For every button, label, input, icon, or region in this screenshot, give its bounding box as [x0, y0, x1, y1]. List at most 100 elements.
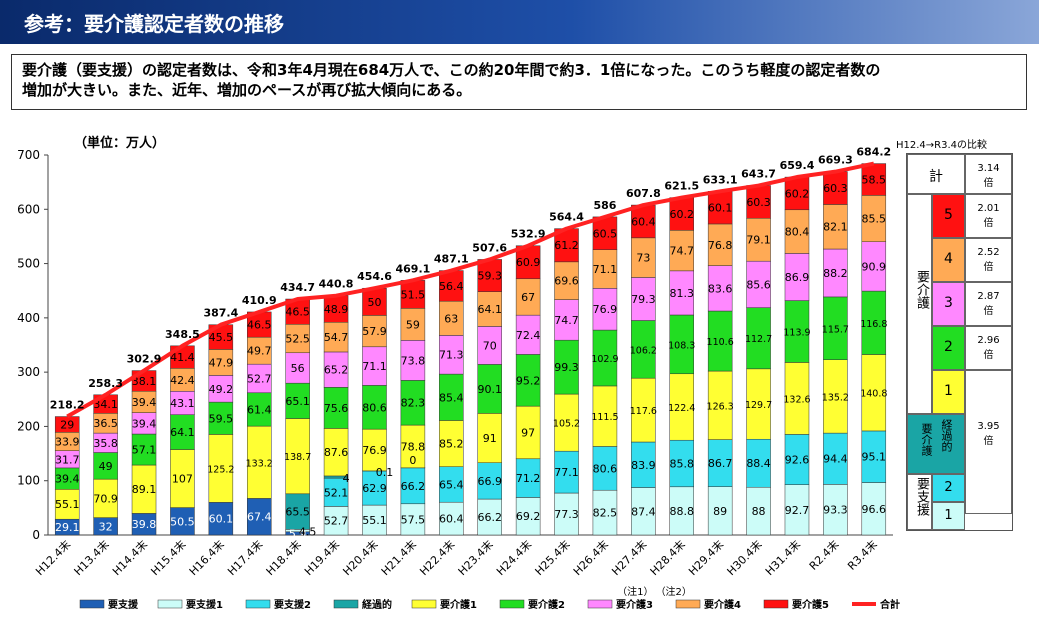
bar-segment: [247, 363, 272, 394]
data-label: 46.5: [285, 306, 310, 319]
bar-segment: [362, 315, 387, 348]
data-label: 72.4: [516, 329, 541, 342]
data-label: 66.9: [477, 475, 502, 488]
footnote-label: （注1）: [617, 585, 653, 598]
data-label: 113.9: [783, 328, 810, 339]
data-label: 45.5: [209, 331, 234, 344]
data-label: 54.7: [324, 331, 349, 344]
bar-segment: [323, 428, 349, 477]
data-label: 41.4: [170, 351, 195, 364]
data-label: 105.2: [553, 419, 580, 430]
data-label: 75.6: [324, 402, 349, 415]
bar-segment: [515, 314, 541, 355]
data-label: 62.9: [362, 482, 387, 495]
data-label: 32: [99, 520, 113, 533]
cmp-level-label: 2: [944, 339, 953, 355]
data-label: 70.9: [93, 492, 118, 505]
data-label: 135.2: [822, 392, 849, 403]
data-label: 96.6: [862, 503, 887, 516]
legend-label: 要支援1: [186, 598, 223, 611]
data-label: 129.7: [745, 400, 772, 411]
data-label: 60.2: [670, 208, 695, 221]
bar-segment: [439, 501, 464, 536]
data-label: 60.3: [823, 182, 848, 195]
bar-segment: [477, 413, 502, 463]
total-label: 643.7: [741, 168, 776, 181]
data-label: 85.4: [439, 391, 464, 404]
data-label: 60.1: [708, 202, 733, 215]
data-label: 60.4: [631, 215, 656, 228]
bar-segment: [93, 452, 118, 480]
data-label: 111.5: [591, 412, 618, 423]
x-tick-label: H31.4末: [762, 537, 803, 578]
x-tick-label: R3.4末: [844, 537, 879, 572]
bar-segment: [362, 470, 387, 506]
data-label: 115.7: [822, 324, 849, 335]
bar-segment: [592, 385, 618, 447]
data-label: 95.2: [516, 374, 541, 387]
data-label: 49.7: [247, 345, 272, 358]
bar-segment: [323, 322, 349, 353]
total-label: 348.5: [165, 328, 200, 341]
bar-segment: [554, 261, 579, 300]
data-label: 71.2: [516, 472, 541, 485]
cmp-level-label: 5: [944, 207, 953, 223]
data-label: 64.1: [170, 426, 195, 439]
total-label: 440.8: [319, 278, 354, 291]
data-label: 42.4: [170, 374, 195, 387]
y-tick-label: 400: [17, 311, 40, 325]
data-label: 67.4: [247, 511, 272, 524]
data-label: 76.9: [362, 444, 387, 457]
legend-swatch: [245, 599, 271, 609]
cmp-support-group-label: 要支援: [914, 477, 929, 516]
bar-segment: [823, 296, 848, 360]
data-label: 65.2: [324, 364, 349, 377]
bar-segment: [439, 270, 464, 302]
data-label: 86.9: [785, 271, 810, 284]
data-label: 47.9: [209, 356, 234, 369]
data-label: 51.5: [401, 288, 426, 301]
y-tick-label: 300: [17, 365, 40, 379]
data-label: 29.1: [55, 521, 80, 534]
legend-label: 要支援: [108, 598, 139, 611]
bar-segment: [554, 492, 579, 536]
bar-segment: [784, 434, 810, 485]
total-label: 302.9: [127, 353, 162, 366]
bar-segment: [707, 486, 733, 536]
x-tick-label: H26.4末: [570, 537, 611, 578]
bar-segment: [400, 380, 426, 426]
cmp-level-value: 2.87: [977, 291, 1000, 302]
cmp-level-value: 2.01: [977, 203, 1000, 214]
data-label: 64.1: [477, 303, 502, 316]
bar-segment: [323, 387, 349, 429]
bar-segment: [669, 373, 694, 441]
bar-segment: [592, 329, 618, 387]
data-label: 90.9: [862, 260, 887, 273]
data-label: 89.1: [132, 483, 157, 496]
data-label: 60.5: [593, 227, 618, 240]
data-label: 99.3: [554, 361, 579, 374]
data-label: 71.1: [362, 360, 387, 373]
data-label: 66.2: [477, 511, 502, 524]
x-tick-label: H16.4末: [186, 537, 227, 578]
data-label: 49: [99, 460, 113, 473]
cmp-combined-value: 3.95: [977, 421, 1000, 432]
bar-segment: [631, 441, 656, 488]
data-label: 112.7: [745, 334, 772, 345]
bar-segment: [823, 432, 848, 485]
bar-segment: [592, 489, 618, 536]
bar-segment: [861, 195, 887, 242]
bar-segment: [439, 420, 464, 467]
cmp-care-group-cell: 要介護: [907, 194, 932, 414]
data-label: 52.5: [285, 333, 310, 346]
data-label: 46.5: [247, 319, 272, 332]
data-label: 39.4: [132, 417, 157, 430]
total-label: 684.2: [856, 146, 891, 159]
bar-segment: [861, 482, 887, 536]
y-tick-label: 600: [17, 202, 40, 216]
legend-label: 要介護2: [528, 598, 565, 611]
legend-label: 要介護1: [440, 598, 477, 611]
data-label: 73: [636, 252, 650, 265]
y-tick-label: 200: [17, 419, 40, 433]
total-label: 218.2: [50, 399, 85, 412]
